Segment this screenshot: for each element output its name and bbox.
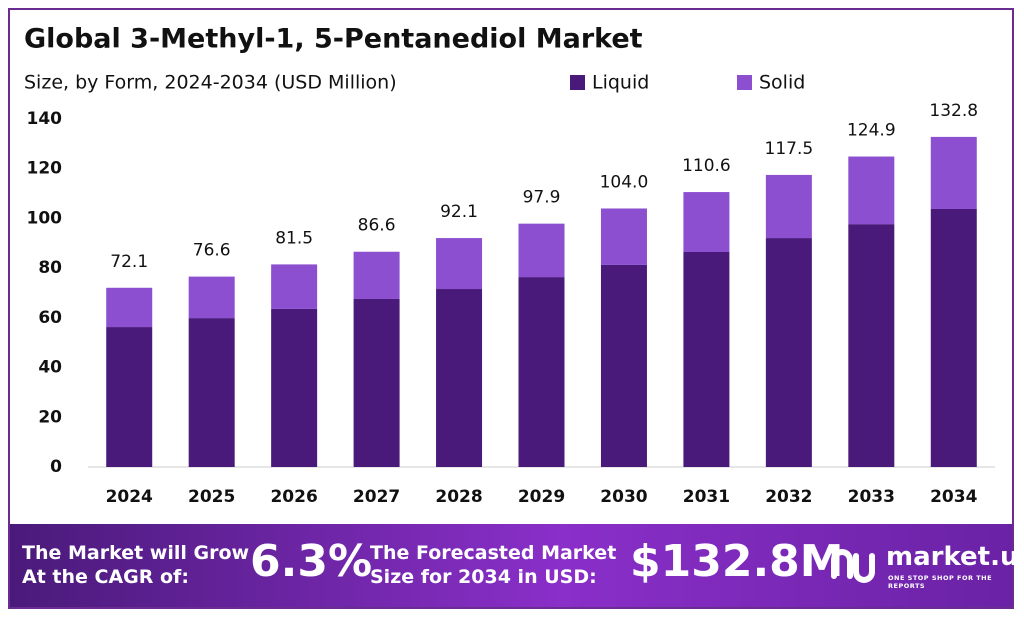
frame	[8, 8, 1014, 609]
legend-swatch	[570, 75, 585, 90]
bar-segment	[683, 192, 730, 252]
total-label: 104.0	[600, 172, 649, 192]
x-tick-label: 2029	[518, 487, 565, 507]
y-tick-label: 40	[38, 358, 62, 378]
x-tick-label: 2032	[765, 487, 812, 507]
bar-segment	[188, 276, 235, 319]
bar-segment	[765, 174, 812, 239]
y-tick-label: 80	[38, 258, 62, 278]
total-label: 124.9	[847, 121, 896, 141]
forecast-line: Size for 2034 in USD:	[370, 566, 597, 588]
total-label: 76.6	[193, 241, 231, 261]
total-label: 86.6	[358, 216, 396, 236]
total-label: 110.6	[682, 156, 731, 176]
total-label: 81.5	[275, 228, 313, 248]
bar-segment	[765, 238, 812, 467]
legend-label: Solid	[759, 72, 805, 94]
bar-segment	[436, 238, 483, 290]
bar-segment	[106, 327, 153, 467]
x-tick-label: 2031	[683, 487, 730, 507]
y-tick-label: 100	[27, 208, 63, 228]
y-tick-label: 120	[27, 159, 63, 179]
cagr-line: At the CAGR of:	[22, 566, 189, 588]
total-label: 72.1	[110, 252, 148, 272]
bar-segment	[518, 277, 565, 467]
x-tick-label: 2028	[435, 487, 482, 507]
bar-segment	[188, 318, 235, 467]
bar-segment	[353, 251, 400, 299]
bar-segment	[683, 251, 730, 467]
bar-segment	[106, 287, 153, 328]
total-label: 92.1	[440, 202, 478, 222]
bar-segment	[930, 136, 977, 209]
cagr-line: The Market will Grow	[22, 542, 250, 564]
chart-subtitle: Size, by Form, 2024-2034 (USD Million)	[24, 72, 397, 94]
y-tick-label: 20	[38, 407, 62, 427]
cagr-text: The Market will Grow At the CAGR of:	[22, 541, 249, 589]
y-tick-label: 60	[38, 308, 62, 328]
logo-icon	[831, 549, 875, 583]
total-label: 132.8	[929, 101, 978, 121]
bar-segment	[848, 156, 895, 225]
logo-text: market.us	[886, 542, 1024, 572]
total-label: 117.5	[765, 139, 814, 159]
y-tick-label: 140	[27, 109, 63, 129]
x-tick-label: 2026	[270, 487, 317, 507]
bar-segment	[518, 223, 565, 278]
x-tick-label: 2024	[106, 487, 153, 507]
cagr-value: 6.3%	[250, 536, 373, 587]
x-tick-label: 2034	[930, 487, 977, 507]
banner: The Market will Grow At the CAGR of: 6.3…	[10, 524, 1024, 607]
x-tick-label: 2030	[600, 487, 647, 507]
bar-segment	[271, 264, 318, 309]
forecast-value: $132.8M	[630, 536, 844, 587]
bar-segment	[436, 289, 483, 467]
total-label: 97.9	[523, 188, 561, 208]
forecast-line: The Forecasted Market	[370, 542, 617, 564]
x-tick-label: 2025	[188, 487, 235, 507]
legend-swatch	[737, 75, 752, 90]
chart-title: Global 3-Methyl-1, 5-Pentanediol Market	[24, 24, 643, 55]
bar-segment	[271, 308, 318, 467]
bar-segment	[353, 298, 400, 467]
bar-segment	[930, 208, 977, 468]
logo-tagline: ONE STOP SHOP FOR THE REPORTS	[888, 574, 993, 590]
bar-segment	[600, 208, 647, 265]
legend-label: Liquid	[592, 72, 649, 94]
y-tick-label: 0	[50, 457, 62, 477]
x-tick-label: 2033	[848, 487, 895, 507]
bar-segment	[600, 264, 647, 467]
forecast-text: The Forecasted Market Size for 2034 in U…	[370, 541, 616, 589]
bar-segment	[848, 224, 895, 467]
chart: Global 3-Methyl-1, 5-Pentanediol Market …	[24, 24, 995, 507]
x-tick-label: 2027	[353, 487, 400, 507]
